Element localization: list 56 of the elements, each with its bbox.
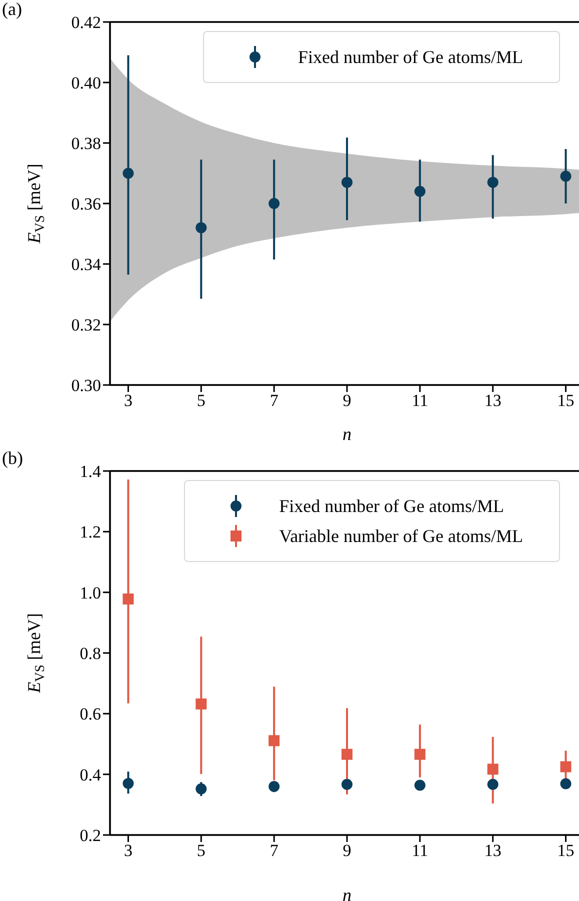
y-tick-label: 1.0	[80, 583, 101, 602]
y-tick-label: 0.4	[80, 765, 102, 784]
point	[268, 735, 280, 746]
x-axis-title: n	[342, 885, 352, 901]
y-tick-label: 0.34	[71, 255, 102, 274]
x-tick-label: 5	[196, 391, 206, 410]
y-tick-label: 1.2	[80, 522, 101, 542]
y-tick-label: 0.36	[71, 194, 101, 214]
point	[342, 748, 352, 760]
point	[560, 761, 572, 772]
x-tick-label: 13	[484, 841, 502, 860]
y-tick-label: 0.42	[71, 13, 101, 32]
y-tick-label: 0.30	[71, 376, 101, 396]
x-tick-label: 3	[124, 391, 132, 410]
legend-label: Fixed number of Ge atoms/ML	[298, 46, 523, 68]
x-tick-label: 15	[557, 841, 574, 860]
y-tick-label: 0.8	[80, 644, 101, 664]
point	[487, 176, 498, 188]
x-tick-label: 7	[270, 391, 279, 410]
point	[122, 594, 134, 605]
legend-label: Fixed number of Ge atoms/ML	[279, 496, 504, 516]
chart-title: (b)	[2, 448, 23, 469]
point	[196, 698, 207, 710]
point	[268, 780, 280, 792]
point	[414, 748, 426, 760]
point	[487, 764, 498, 775]
point	[196, 783, 207, 794]
point	[414, 780, 426, 791]
y-tick-label: 0.38	[71, 134, 101, 154]
x-tick-label: 5	[196, 841, 206, 860]
y-tick-label: 1.4	[80, 462, 102, 482]
x-tick-label: 3	[124, 841, 132, 860]
legend-label: Variable number of Ge atoms/ML	[279, 526, 523, 546]
y-tick-label: 0.40	[71, 74, 101, 93]
point	[342, 176, 352, 188]
x-tick-label: 13	[484, 391, 502, 410]
point	[342, 778, 352, 790]
x-tick-label: 9	[342, 391, 352, 410]
point	[122, 168, 134, 179]
point	[487, 778, 498, 790]
y-tick-label: 0.2	[80, 826, 101, 846]
x-tick-label: 15	[557, 391, 574, 410]
point	[414, 186, 426, 197]
x-axis-title: n	[342, 424, 352, 444]
y-tick-label: 0.6	[80, 704, 101, 724]
point	[560, 170, 572, 182]
x-tick-label: 7	[270, 841, 279, 860]
point	[122, 778, 134, 789]
point	[196, 222, 207, 234]
x-tick-label: 11	[412, 841, 428, 860]
x-tick-label: 9	[342, 841, 352, 860]
point	[268, 198, 280, 209]
y-tick-label: 0.32	[71, 316, 101, 335]
chart-title: (a)	[2, 0, 22, 20]
point	[560, 778, 572, 790]
x-tick-label: 11	[412, 391, 428, 410]
